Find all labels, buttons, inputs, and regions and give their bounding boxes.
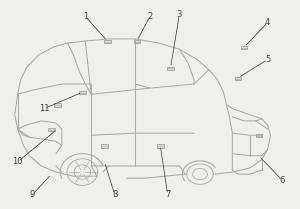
Bar (134, 40, 140, 43)
Text: 10: 10 (13, 157, 23, 166)
Bar (241, 46, 247, 49)
Text: 5: 5 (265, 55, 270, 64)
Bar (104, 40, 111, 43)
Bar (157, 144, 164, 148)
Bar (48, 128, 55, 131)
Text: 3: 3 (177, 10, 182, 19)
Text: 9: 9 (30, 190, 35, 199)
Text: 6: 6 (280, 176, 285, 185)
Bar (101, 144, 108, 148)
Text: 11: 11 (39, 104, 50, 113)
Bar (256, 134, 262, 138)
Text: 1: 1 (83, 12, 88, 21)
Bar (235, 77, 242, 80)
Bar (79, 91, 85, 94)
Text: 7: 7 (165, 190, 170, 199)
Text: 4: 4 (265, 18, 270, 27)
Bar (167, 66, 174, 70)
Text: 2: 2 (147, 12, 153, 21)
Bar (54, 103, 61, 107)
Text: 8: 8 (112, 190, 117, 199)
